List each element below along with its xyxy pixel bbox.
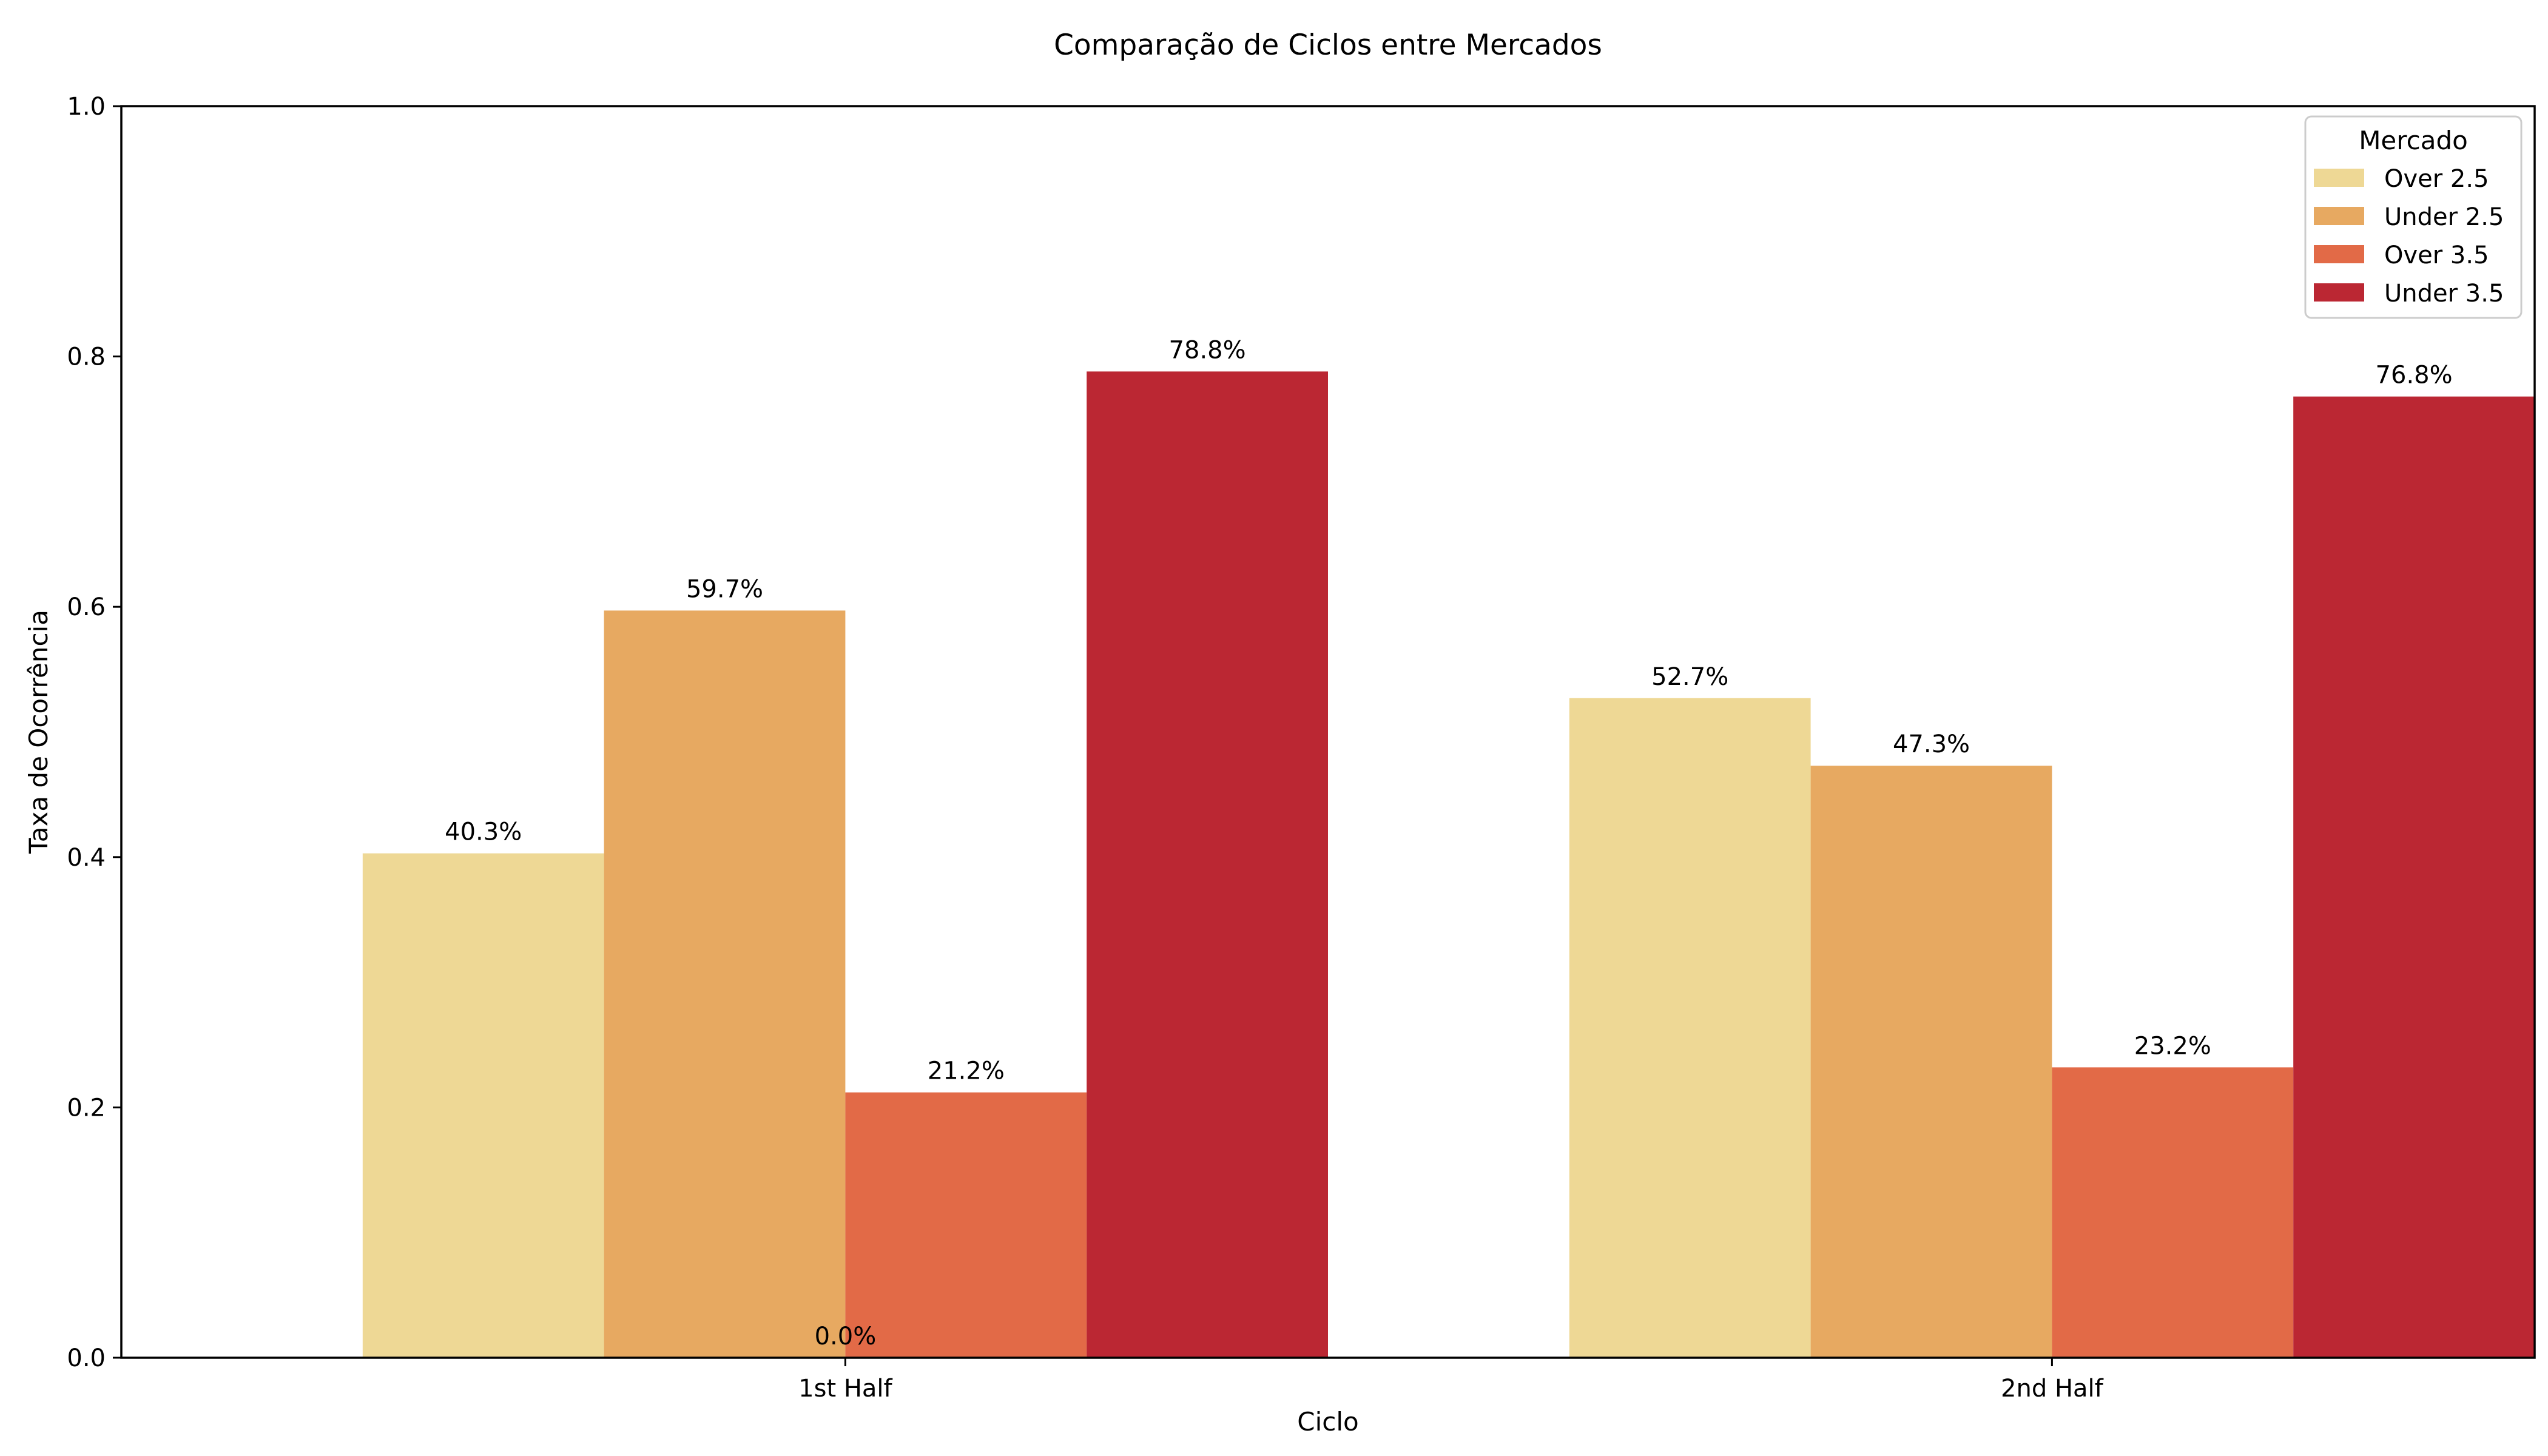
bar [1087, 371, 1328, 1358]
chart-title: Comparação de Ciclos entre Mercados [1054, 29, 1602, 62]
y-tick-label: 0.2 [67, 1094, 106, 1122]
plot-frame [120, 105, 2536, 1359]
bar-value-label: 47.3% [1893, 730, 1970, 758]
bar [1569, 698, 1811, 1358]
bar [2293, 396, 2535, 1358]
bar [2052, 1067, 2294, 1358]
legend-swatch [2314, 283, 2364, 302]
legend-swatch [2314, 207, 2364, 225]
bar [1810, 766, 2052, 1358]
bar [604, 610, 846, 1358]
bar-value-label: 52.7% [1651, 663, 1728, 691]
annotation-label: 0.0% [815, 1323, 877, 1350]
x-tick-label: 1st Half [798, 1375, 892, 1403]
bar-value-label: 40.3% [445, 818, 522, 846]
bar-value-label: 76.8% [2376, 362, 2453, 389]
legend-box [2304, 115, 2523, 319]
legend-entry-label: Under 3.5 [2384, 280, 2504, 308]
legend: Mercado Over 2.5 Under 2.5 Over 3.5 Under 3… [2304, 115, 2523, 319]
x-axis-label: Ciclo [1297, 1407, 1358, 1437]
legend-swatch [2314, 245, 2364, 263]
legend-title: Mercado [2359, 126, 2468, 155]
bar-value-label: 78.8% [1169, 336, 1246, 364]
bar [845, 1092, 1087, 1358]
bar-value-label: 21.2% [928, 1057, 1005, 1085]
y-tick-label: 1.0 [67, 93, 106, 121]
y-tick-label: 0.0 [67, 1344, 106, 1372]
bar-value-label: 59.7% [686, 575, 763, 603]
y-tick-label: 0.6 [67, 593, 106, 621]
bar [362, 853, 604, 1358]
legend-entry-label: Over 3.5 [2384, 241, 2489, 269]
y-tick-label: 0.4 [67, 844, 106, 872]
legend-entry-label: Over 2.5 [2384, 165, 2489, 193]
bar-value-label: 23.2% [2134, 1032, 2211, 1060]
y-axis-label: Taxa de Ocorrência [24, 610, 53, 854]
legend-swatch [2314, 169, 2364, 187]
y-tick-label: 0.8 [67, 343, 106, 371]
x-tick-label: 2nd Half [2001, 1375, 2104, 1403]
legend-entry-label: Under 2.5 [2384, 203, 2504, 231]
